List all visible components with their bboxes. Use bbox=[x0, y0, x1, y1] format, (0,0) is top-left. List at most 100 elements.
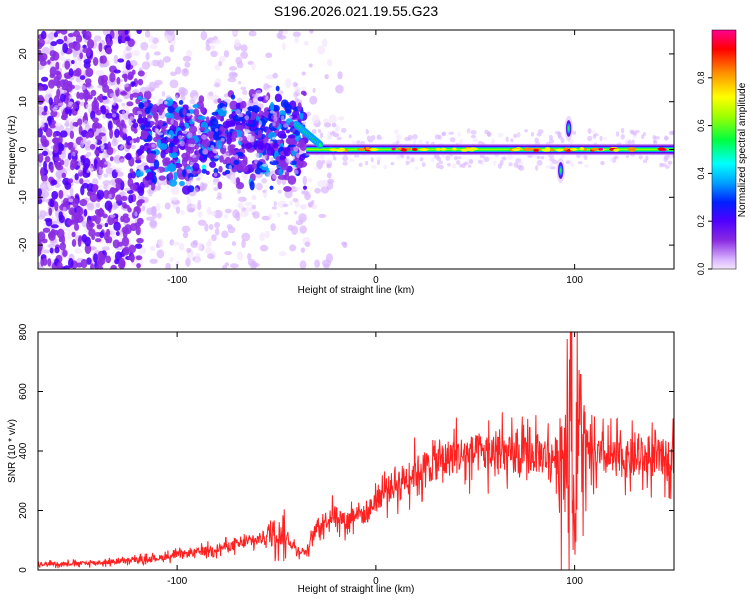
spectrogram-cell bbox=[256, 152, 260, 159]
spectrogram-cell bbox=[215, 114, 222, 120]
spectrogram-cell bbox=[158, 175, 167, 181]
spectrogram-cell bbox=[48, 207, 53, 216]
spectrogram-cell bbox=[101, 95, 108, 100]
spectrogram-cell bbox=[98, 42, 103, 53]
spectrogram-cell bbox=[600, 161, 605, 166]
spectrogram-cell bbox=[318, 213, 327, 219]
spectrogram-cell bbox=[132, 122, 139, 129]
spectrogram-cell bbox=[48, 230, 56, 241]
spectrogram-cell bbox=[177, 135, 183, 140]
spectrogram-cell bbox=[193, 108, 200, 117]
spectrogram-cell bbox=[453, 155, 459, 161]
spectrogram-cell bbox=[93, 253, 99, 263]
spectrogram-cell bbox=[323, 122, 332, 128]
spectrogram-cell bbox=[470, 134, 477, 139]
spectrogram-cell bbox=[332, 156, 337, 161]
spectrogram-cell bbox=[128, 244, 137, 254]
spectrogram-cell bbox=[557, 133, 561, 138]
spectrogram-cell bbox=[273, 115, 278, 122]
spectrogram-cell bbox=[238, 81, 242, 85]
spectrogram-cell bbox=[89, 85, 94, 89]
spectrogram-cell bbox=[154, 169, 160, 174]
spectrogram-cell bbox=[123, 246, 130, 256]
spectrogram-cell bbox=[108, 100, 114, 106]
spectrogram-cell bbox=[207, 253, 215, 260]
spectrogram-cell bbox=[176, 167, 184, 177]
spectrogram-y-tick-label: -20 bbox=[18, 237, 29, 252]
spectrogram-cell bbox=[587, 128, 592, 134]
spectrogram-cell bbox=[114, 177, 123, 184]
spectrogram-cell bbox=[231, 130, 238, 140]
spectrogram-cell bbox=[299, 112, 304, 120]
spectrogram-cell bbox=[173, 171, 178, 181]
spectrogram-cell bbox=[308, 63, 313, 68]
spectrogram-cell bbox=[107, 141, 112, 152]
spectrogram-cell bbox=[67, 219, 74, 226]
spectrogram-cell bbox=[311, 199, 315, 205]
spectrogram-cell bbox=[110, 264, 118, 269]
spectrogram-cell bbox=[190, 161, 194, 166]
spectrogram-cell bbox=[150, 206, 157, 217]
spectrogram-cell bbox=[358, 162, 363, 167]
spectrogram-cell bbox=[421, 162, 426, 168]
spectrogram-cell bbox=[205, 116, 210, 124]
spectrogram-cell bbox=[222, 106, 227, 111]
spectrogram-cell bbox=[173, 113, 181, 121]
spectrogram-cell bbox=[48, 97, 54, 106]
spectrogram-cell bbox=[192, 104, 200, 109]
spectrogram-cell bbox=[135, 136, 140, 143]
spectrogram-cell bbox=[499, 159, 504, 166]
spectrogram-cell bbox=[239, 100, 247, 109]
spectrogram-cell bbox=[170, 71, 177, 77]
spectrogram-cell bbox=[212, 148, 219, 154]
spectrogram-cell bbox=[587, 135, 593, 142]
spectrogram-cell bbox=[73, 30, 81, 38]
spectrogram-cell bbox=[312, 87, 316, 94]
spectrogram-cell bbox=[140, 166, 145, 170]
spectrogram-cell bbox=[291, 225, 298, 235]
spectrogram-cell bbox=[53, 104, 59, 110]
spectrogram-cell bbox=[234, 154, 239, 159]
spectrogram-cell bbox=[79, 178, 84, 185]
spectrogram-cell bbox=[524, 129, 528, 133]
spectrogram-cell bbox=[217, 98, 222, 104]
snr-ticks: -100 0 100 0 200 400 600 800 bbox=[18, 323, 674, 587]
spectrogram-cell bbox=[127, 178, 134, 188]
spectrogram-cell bbox=[370, 164, 377, 169]
spectrogram-cell bbox=[105, 47, 113, 55]
spectrogram-cell bbox=[314, 259, 321, 268]
spectrogram-cell bbox=[197, 115, 207, 120]
spectrogram-cell bbox=[53, 161, 62, 166]
spectrogram-cell bbox=[104, 222, 109, 228]
spectrogram-cell bbox=[277, 90, 284, 95]
spectrogram-cell bbox=[248, 30, 257, 37]
spectrogram-cell bbox=[197, 211, 203, 218]
spectrogram-cell bbox=[144, 86, 150, 92]
spectrogram-cell bbox=[335, 84, 344, 94]
spectrogram-cell bbox=[240, 51, 249, 59]
spectrogram-cell bbox=[158, 238, 164, 248]
spectrogram-cell bbox=[258, 120, 263, 127]
spectrogram-cell bbox=[123, 128, 128, 134]
spectrogram-cell bbox=[292, 197, 299, 203]
spectrogram-cell bbox=[513, 133, 518, 139]
spectrogram-cell bbox=[164, 100, 168, 105]
spectrogram-cell bbox=[109, 156, 114, 162]
spectrogram-cell bbox=[301, 121, 307, 126]
spectrogram-cell bbox=[277, 130, 287, 139]
spectrogram-cell bbox=[92, 57, 99, 66]
spectrogram-cell bbox=[110, 187, 118, 194]
spectrogram-cell bbox=[44, 155, 51, 163]
spectrogram-cell bbox=[293, 146, 299, 152]
spectrogram-cell bbox=[136, 110, 142, 115]
spectrogram-cell bbox=[490, 138, 495, 145]
spectrogram-cell bbox=[247, 99, 253, 106]
spectrogram-cell bbox=[412, 134, 418, 140]
spectrogram-y-tick-label: 0 bbox=[18, 146, 29, 152]
spectrogram-cell bbox=[72, 151, 76, 157]
spectrogram-cell bbox=[79, 142, 84, 148]
spectrogram-cell bbox=[171, 241, 180, 246]
spectrogram-cell bbox=[181, 130, 188, 134]
spectrogram-cell bbox=[338, 147, 346, 151]
